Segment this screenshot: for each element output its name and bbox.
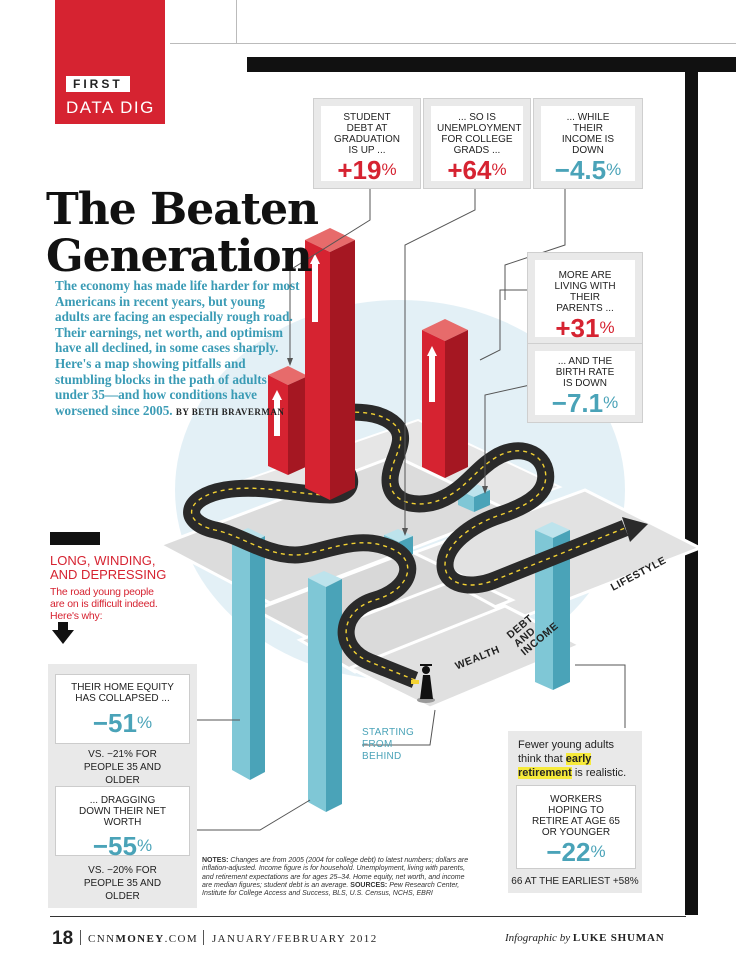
down-arrow-icon <box>52 630 74 644</box>
footer-divider <box>203 930 204 945</box>
section-tag: FIRST DATA DIG <box>55 0 165 124</box>
stat-box-birth-rate: ... AND THE BIRTH RATE IS DOWN −7.1% <box>527 343 643 423</box>
connector-lines <box>196 187 626 831</box>
title-line-1: The Beaten <box>46 184 319 235</box>
stat-value: −51% <box>92 708 153 738</box>
red-column-unemployment <box>305 228 355 500</box>
footer-rule <box>50 916 686 917</box>
page-number: 18 <box>52 928 74 949</box>
teal-column-home-equity <box>232 528 265 780</box>
sources-text: Pew Research Center, Institute for Colle… <box>202 881 460 898</box>
road-center-line <box>190 411 626 681</box>
stat-value: +31% <box>555 313 615 343</box>
graduate-figure-icon <box>411 664 435 703</box>
right-black-bar <box>685 57 698 915</box>
stat-value: −55% <box>92 831 153 861</box>
left-black-bar <box>50 532 100 545</box>
left-stats-panel: THEIR HOME EQUITY HAS COLLAPSED ... −51%… <box>48 664 197 908</box>
stat-box-home-equity: THEIR HOME EQUITY HAS COLLAPSED ... −51% <box>55 674 190 744</box>
intro-body: The economy has made life harder for mos… <box>55 278 300 418</box>
stat-box-income: ... WHILE THEIR INCOME IS DOWN −4.5% <box>533 98 643 189</box>
left-subheading: The road young people are on is difficul… <box>50 586 158 622</box>
section-first-label: FIRST <box>66 76 130 92</box>
stat-value: −4.5% <box>554 155 622 185</box>
header-rule <box>170 43 736 44</box>
intro-text: The economy has made life harder for mos… <box>55 278 300 420</box>
sources-label: SOURCES: <box>350 881 388 889</box>
red-column-living-with-parents <box>422 319 468 478</box>
stat-value: −7.1% <box>551 388 619 418</box>
stat-caption: THEIR HOME EQUITY HAS COLLAPSED ... <box>71 682 174 704</box>
label-starting-from-behind: STARTING FROM BEHIND <box>362 727 415 762</box>
stat-value: −22% <box>546 837 606 867</box>
byline: BY BETH BRAVERMAN <box>175 406 285 417</box>
notes-label: NOTES: <box>202 857 229 864</box>
section-data-dig-label: DATA DIG <box>66 98 155 117</box>
footer-credit: Infographic by LUKE SHUMAN <box>505 932 665 944</box>
header-rule-vertical <box>236 0 237 44</box>
stat-box-living-with-parents: MORE ARE LIVING WITH THEIR PARENTS ... +… <box>527 252 643 345</box>
left-heading: LONG, WINDING, AND DEPRESSING <box>50 553 167 582</box>
teal-column-net-worth <box>308 571 342 812</box>
title-line-2: Generation <box>46 231 313 282</box>
stat-caption: MORE ARE LIVING WITH THEIR PARENTS ... <box>554 270 616 314</box>
stat-box-unemployment: ... SO IS UNEMPLOYMENT FOR COLLEGE GRADS… <box>423 98 531 189</box>
retirement-footnote: 66 AT THE EARLIEST +58% <box>511 876 639 887</box>
notes-text: Changes are from 2005 (2004 for college … <box>202 857 469 889</box>
footer-divider <box>80 930 81 945</box>
road-arrow-head <box>622 517 648 542</box>
stat-caption: WORKERS HOPING TO RETIRE AT AGE 65 OR YO… <box>532 794 620 838</box>
footer-site: CNNMONEY.COM <box>88 933 199 945</box>
stat-value: +64% <box>447 155 507 185</box>
stat-box-net-worth: ... DRAGGING DOWN THEIR NET WORTH −55% <box>55 786 190 860</box>
page-title: The Beaten Generation <box>46 184 319 282</box>
stat-footnote: VS. −20% FOR PEOPLE 35 AND OLDER <box>83 865 162 902</box>
top-black-bar <box>247 57 736 72</box>
stat-box-retirement: WORKERS HOPING TO RETIRE AT AGE 65 OR YO… <box>516 785 636 869</box>
stat-box-student-debt: STUDENT DEBT AT GRADUATION IS UP ... +19… <box>313 98 421 189</box>
retirement-text: Fewer young adults think that early reti… <box>518 739 627 779</box>
stat-caption: ... DRAGGING DOWN THEIR NET WORTH <box>78 795 167 828</box>
down-arrow-stem <box>58 622 68 632</box>
stat-caption: ... SO IS UNEMPLOYMENT FOR COLLEGE GRADS… <box>437 112 522 156</box>
notes: NOTES: Changes are from 2005 (2004 for c… <box>202 857 472 898</box>
stat-caption: ... AND THE BIRTH RATE IS DOWN <box>555 356 615 389</box>
stat-caption: ... WHILE THEIR INCOME IS DOWN <box>561 112 615 156</box>
stat-value: +19% <box>337 155 397 185</box>
footer-date: JANUARY/FEBRUARY 2012 <box>212 933 378 945</box>
stat-caption: STUDENT DEBT AT GRADUATION IS UP ... <box>334 112 400 156</box>
stat-footnote: VS. −21% FOR PEOPLE 35 AND OLDER <box>83 749 162 786</box>
red-column-student-debt <box>268 366 308 475</box>
